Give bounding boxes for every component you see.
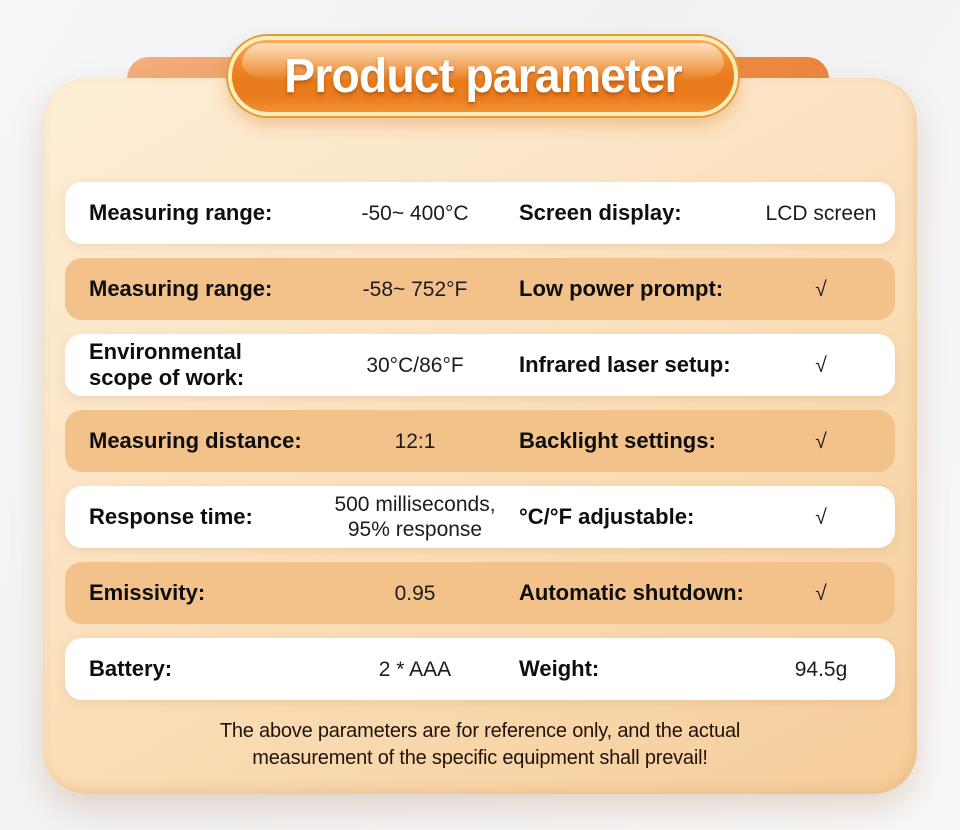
- parameter-label-right: °C/°F adjustable:: [519, 504, 695, 529]
- parameter-label-right: Screen display:: [519, 200, 682, 225]
- parameter-value-left: -58~ 752°F: [362, 277, 468, 301]
- parameter-value-right: 94.5g: [794, 657, 848, 681]
- parameter-value-right: √: [815, 277, 827, 301]
- parameter-row: Environmental scope of work: 30°C/86°F I…: [65, 334, 895, 396]
- parameter-label-left: Emissivity:: [89, 580, 206, 605]
- page-title: Product parameter: [284, 49, 682, 103]
- parameter-label-right: Low power prompt:: [519, 276, 724, 301]
- parameter-value-left: 2 * AAA: [378, 657, 452, 681]
- parameter-label-left: Measuring distance:: [89, 428, 302, 453]
- parameter-row: Measuring range: -58~ 752°F Low power pr…: [65, 258, 895, 320]
- parameter-label-left: Environmental scope of work:: [89, 339, 245, 390]
- disclaimer-line-1: The above parameters are for reference o…: [219, 720, 741, 742]
- parameter-row: Battery: 2 * AAA Weight: 94.5g: [65, 638, 895, 700]
- parameter-label-right: Automatic shutdown:: [519, 580, 744, 605]
- parameter-value-right: √: [815, 505, 827, 529]
- parameter-card: Measuring range: -50~ 400°C Screen displ…: [43, 78, 917, 794]
- parameter-label-left: Measuring range:: [89, 276, 273, 301]
- parameter-value-left: 500 milliseconds, 95% response: [334, 493, 496, 541]
- parameter-label-right: Infrared laser setup:: [519, 352, 731, 377]
- parameter-label-right: Backlight settings:: [519, 428, 716, 453]
- parameter-table: Measuring range: -50~ 400°C Screen displ…: [65, 182, 895, 700]
- parameter-label-right: Weight:: [519, 656, 600, 681]
- parameter-value-right: √: [815, 429, 827, 453]
- disclaimer-line-2: measurement of the specific equipment sh…: [252, 747, 708, 769]
- parameter-value-right: LCD screen: [765, 201, 877, 225]
- parameter-label-left: Measuring range:: [89, 200, 273, 225]
- parameter-label-left: Response time:: [89, 504, 253, 529]
- parameter-value-right: √: [815, 581, 827, 605]
- parameter-label-left: Battery:: [89, 656, 173, 681]
- parameter-value-left: 0.95: [394, 581, 436, 605]
- parameter-value-left: -50~ 400°C: [361, 201, 469, 225]
- parameter-value-left: 12:1: [394, 429, 436, 453]
- disclaimer: The above parameters are for reference o…: [43, 718, 917, 772]
- parameter-row: Response time: 500 milliseconds, 95% res…: [65, 486, 895, 548]
- parameter-value-right: √: [815, 353, 827, 377]
- title-banner: Product parameter: [228, 36, 738, 116]
- parameter-row: Measuring range: -50~ 400°C Screen displ…: [65, 182, 895, 244]
- parameter-row: Measuring distance: 12:1 Backlight setti…: [65, 410, 895, 472]
- parameter-row: Emissivity: 0.95 Automatic shutdown: √: [65, 562, 895, 624]
- parameter-value-left: 30°C/86°F: [366, 353, 464, 377]
